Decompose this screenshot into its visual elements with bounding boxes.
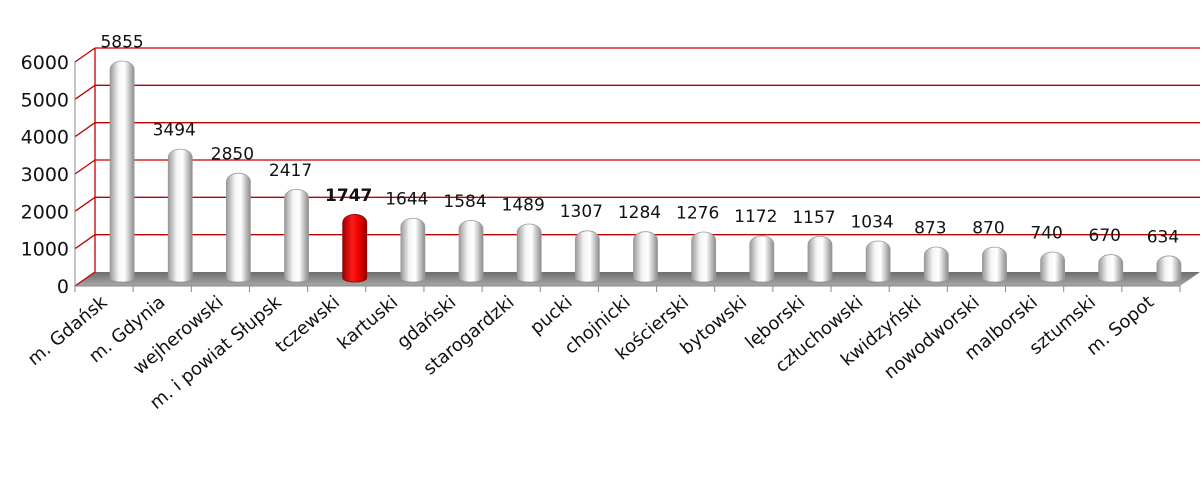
bar — [923, 246, 949, 283]
gridline-depth — [74, 159, 96, 175]
gridline-depth — [74, 84, 96, 100]
x-tick-label: tczewski — [271, 292, 343, 358]
data-label: 1284 — [618, 203, 661, 223]
y-tick-label: 5000 — [21, 89, 69, 111]
bar — [749, 235, 775, 283]
y-tick-label: 2000 — [21, 201, 69, 223]
y-tick-label: 4000 — [21, 127, 69, 149]
bar — [807, 236, 833, 283]
bar — [284, 188, 309, 283]
data-label: 2417 — [269, 161, 312, 181]
data-label: 1644 — [385, 190, 428, 210]
y-tick-label: 3000 — [21, 164, 69, 186]
bar — [691, 231, 717, 283]
bar-highlighted — [342, 213, 368, 283]
gridline-depth — [74, 47, 96, 63]
data-label: 670 — [1089, 226, 1121, 246]
y-tick-label: 1000 — [21, 239, 69, 261]
data-label: 2850 — [211, 145, 254, 165]
bar — [1156, 255, 1182, 283]
data-label: 1157 — [792, 208, 835, 228]
gridline-depth — [74, 122, 96, 138]
bar — [167, 148, 193, 283]
bar — [109, 60, 135, 283]
data-label: 870 — [972, 219, 1004, 239]
x-tick-label: pucki — [526, 292, 576, 339]
bar — [982, 246, 1007, 283]
data-label: 1172 — [734, 207, 777, 227]
bar — [633, 231, 658, 283]
data-label: 1276 — [676, 203, 719, 223]
data-label: 3494 — [153, 121, 196, 141]
y-tick-label: 6000 — [21, 52, 69, 74]
data-label: 1034 — [850, 212, 893, 232]
data-label: 1747 — [325, 186, 372, 206]
data-label: 873 — [914, 218, 946, 238]
data-label: 740 — [1030, 223, 1062, 243]
bar — [1040, 251, 1066, 283]
bar — [1098, 254, 1124, 283]
gridline-depth — [74, 196, 96, 212]
data-label: 1489 — [502, 195, 545, 215]
bars-layer — [109, 60, 1182, 283]
bar — [458, 220, 484, 283]
data-label: 634 — [1147, 227, 1179, 247]
data-label: 1584 — [443, 192, 486, 212]
bar — [225, 172, 251, 283]
bar — [516, 223, 542, 283]
bar — [400, 217, 426, 283]
bar — [865, 240, 891, 283]
bar — [574, 230, 600, 283]
gridline-depth — [74, 234, 96, 250]
data-label: 5855 — [100, 32, 143, 52]
y-tick-label: 0 — [57, 276, 69, 298]
data-label: 1307 — [560, 202, 603, 222]
x-tick-label: kartuski — [334, 292, 403, 354]
gridline-depth — [74, 271, 96, 287]
